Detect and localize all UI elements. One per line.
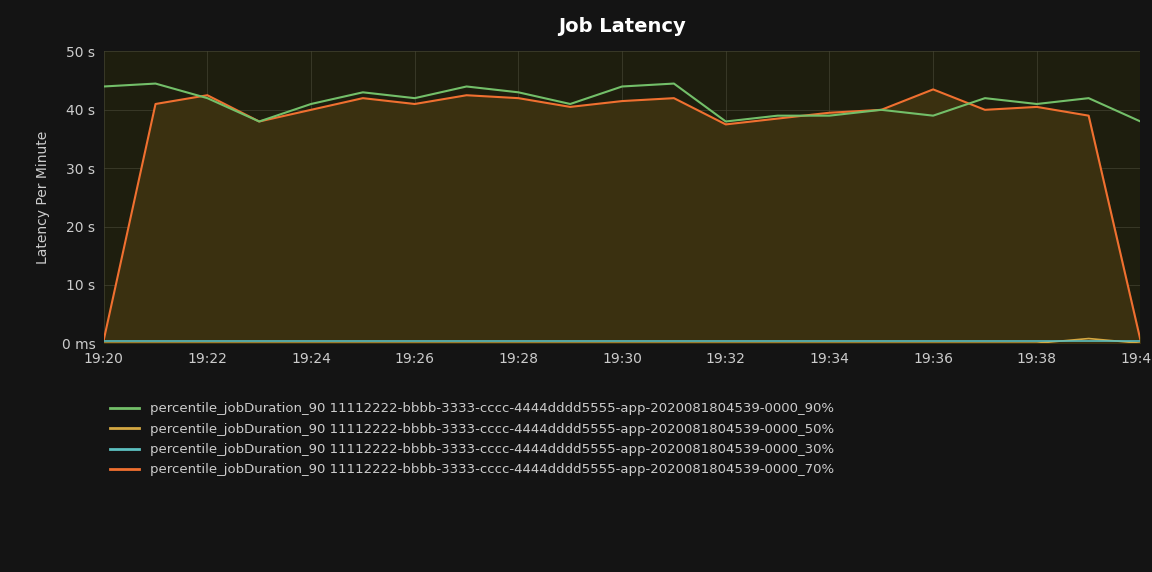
Title: Job Latency: Job Latency <box>559 17 685 36</box>
Y-axis label: Latency Per Minute: Latency Per Minute <box>37 131 51 264</box>
Legend: percentile_jobDuration_90 11112222-bbbb-3333-cccc-4444dddd5555-app-2020081804539: percentile_jobDuration_90 11112222-bbbb-… <box>111 402 834 476</box>
